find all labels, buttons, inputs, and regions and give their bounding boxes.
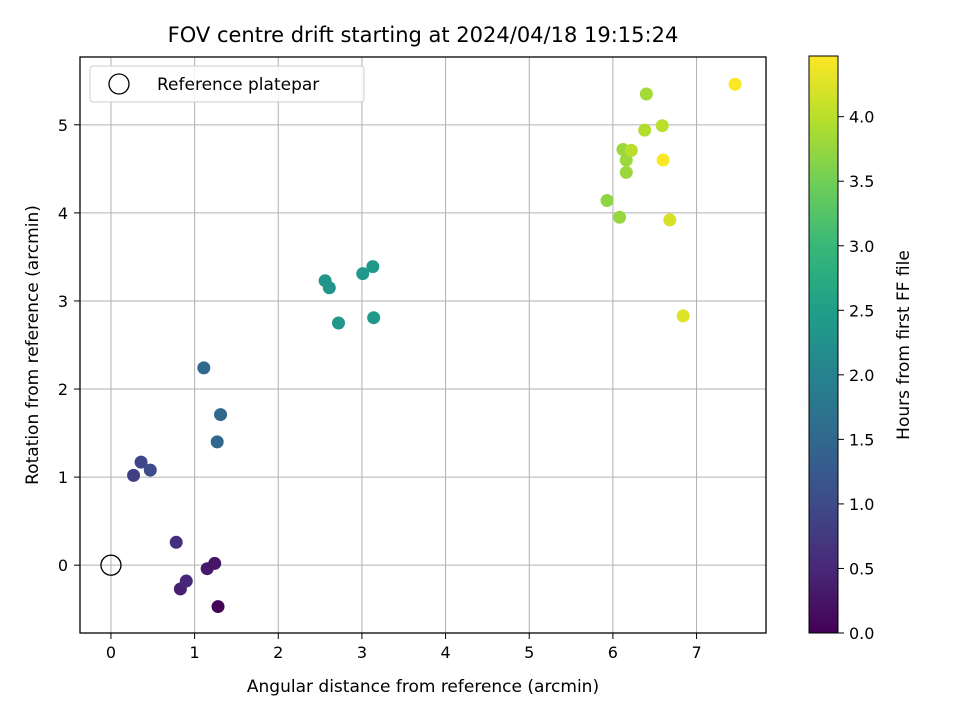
data-point xyxy=(619,153,633,167)
data-point xyxy=(143,463,157,477)
legend-box xyxy=(89,65,365,103)
colorbar-tick-label: 1.5 xyxy=(849,430,874,449)
x-tick-label: 7 xyxy=(691,643,701,662)
colorbar-tick-label: 2.0 xyxy=(849,366,874,385)
x-tick-label: 2 xyxy=(273,643,283,662)
colorbar-tick-label: 3.0 xyxy=(849,237,874,256)
data-point xyxy=(624,143,638,157)
colorbar-tick-label: 0.5 xyxy=(849,559,874,578)
data-point xyxy=(639,87,653,101)
y-axis-label: Rotation from reference (arcmin) xyxy=(23,205,43,485)
data-point xyxy=(656,153,670,167)
data-point xyxy=(322,281,336,295)
data-point xyxy=(638,123,652,137)
data-point xyxy=(197,361,211,375)
plot-frame xyxy=(79,56,767,634)
colorbar-tick-label: 0.0 xyxy=(849,624,874,643)
colorbar-ticks: 0.0 0.5 1.0 1.5 2.0 2.5 3.0 3.5 4.0 xyxy=(838,108,874,643)
colorbar-tick-label: 4.0 xyxy=(849,108,874,127)
colorbar-tick-label: 3.5 xyxy=(849,172,874,191)
y-tick-label: 1 xyxy=(58,468,68,487)
data-point xyxy=(367,311,381,325)
x-tick-label: 6 xyxy=(608,643,618,662)
data-point xyxy=(655,119,669,133)
colorbar-tick-label: 1.0 xyxy=(849,495,874,514)
y-tick-label: 4 xyxy=(58,204,68,223)
reference-marker-group xyxy=(100,554,122,576)
colorbar xyxy=(808,55,839,634)
x-tick-label: 4 xyxy=(440,643,450,662)
x-tick-label: 0 xyxy=(106,643,116,662)
data-point xyxy=(728,77,742,91)
x-tick-label: 3 xyxy=(357,643,367,662)
y-axis-ticks: 0 1 2 3 4 5 xyxy=(58,116,80,575)
data-point xyxy=(127,468,141,482)
y-tick-label: 0 xyxy=(58,556,68,575)
x-axis-ticks: 0 1 2 3 4 5 6 7 xyxy=(106,633,702,662)
colorbar-tick-label: 2.5 xyxy=(849,301,874,320)
x-tick-label: 1 xyxy=(190,643,200,662)
data-point xyxy=(619,165,633,179)
chart-title: FOV centre drift starting at 2024/04/18 … xyxy=(168,23,679,47)
reference-platepar-marker xyxy=(100,554,122,576)
data-point xyxy=(169,535,183,549)
data-point xyxy=(366,260,380,274)
data-point xyxy=(332,316,346,330)
data-point xyxy=(600,194,614,208)
legend-reference-marker xyxy=(108,73,130,95)
data-point xyxy=(179,574,193,588)
legend-entry-label: Reference platepar xyxy=(157,75,319,95)
y-tick-label: 3 xyxy=(58,292,68,311)
grid-lines xyxy=(80,57,766,633)
data-point xyxy=(356,267,370,281)
data-point xyxy=(134,455,148,469)
data-point xyxy=(208,556,222,570)
colorbar-label: Hours from first FF file xyxy=(894,250,914,440)
data-point xyxy=(211,600,225,614)
data-point xyxy=(676,309,690,323)
data-points xyxy=(127,77,742,614)
x-tick-label: 5 xyxy=(524,643,534,662)
data-point xyxy=(663,213,677,227)
data-point xyxy=(210,435,224,449)
data-point xyxy=(613,210,627,224)
y-tick-label: 2 xyxy=(58,380,68,399)
legend: Reference platepar xyxy=(89,65,365,103)
data-point xyxy=(214,408,228,422)
y-tick-label: 5 xyxy=(58,116,68,135)
x-axis-label: Angular distance from reference (arcmin) xyxy=(247,677,599,697)
